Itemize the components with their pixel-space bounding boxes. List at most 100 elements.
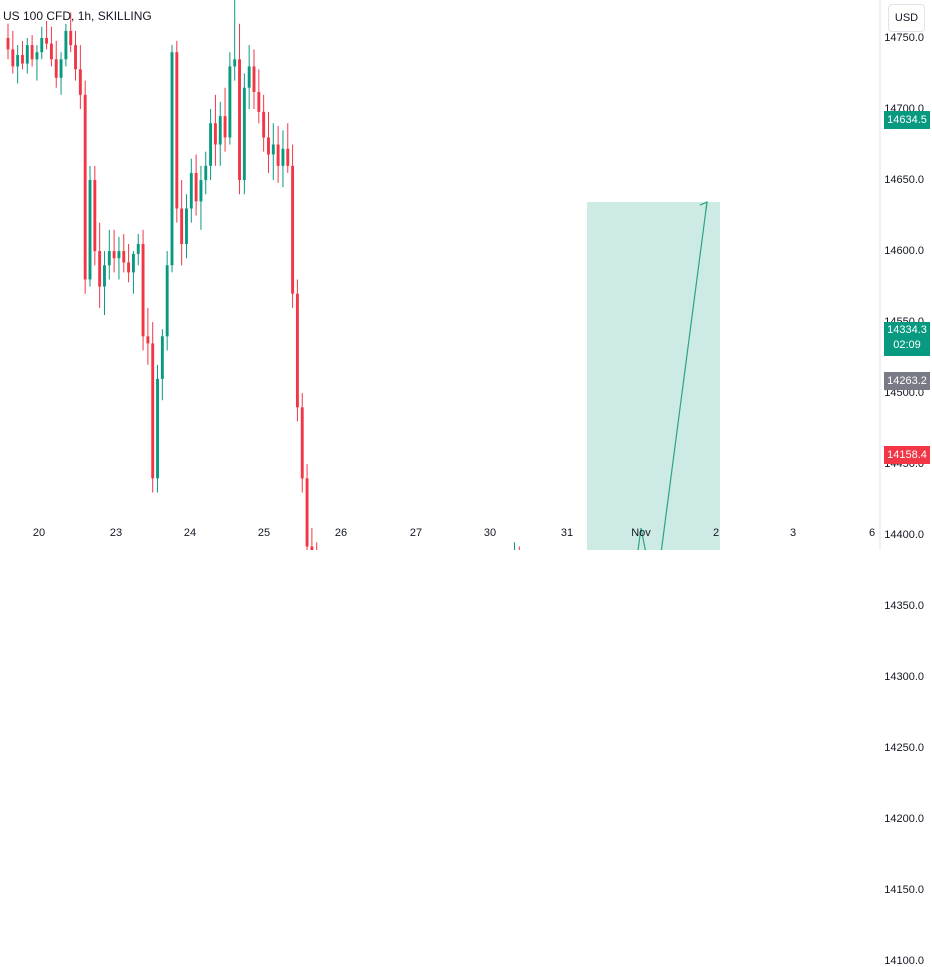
candle-body <box>189 172 193 209</box>
currency-button[interactable]: USD <box>888 4 925 32</box>
candle-body <box>30 45 34 60</box>
price-tick-label: 14350.0 <box>884 600 924 613</box>
candle-body <box>83 94 87 280</box>
price-tick-label: 14600.0 <box>884 245 924 258</box>
candle-body <box>223 116 227 138</box>
candle-body <box>54 59 58 78</box>
candle-body <box>160 336 164 379</box>
price-tick-label: 14300.0 <box>884 671 924 684</box>
price-tick-label: 14650.0 <box>884 174 924 187</box>
price-tick-label: 14400.0 <box>884 529 924 542</box>
entry-price-label: 14263.2 <box>887 375 927 387</box>
candle-body <box>117 251 121 259</box>
candle-body <box>295 293 299 408</box>
candle-body <box>165 265 169 337</box>
candle-body <box>74 45 77 70</box>
candle-body <box>35 52 39 60</box>
candle-body <box>267 137 270 155</box>
candle-body <box>233 59 237 67</box>
candle-body <box>238 59 241 181</box>
candle-body <box>213 123 217 145</box>
candle-body <box>45 38 49 44</box>
price-tick-label: 14250.0 <box>884 742 924 755</box>
candle-body <box>204 165 208 181</box>
candle-body <box>175 52 179 209</box>
candle-body <box>122 251 126 263</box>
candle-body <box>281 148 285 166</box>
candle-body <box>127 262 131 273</box>
candle-body <box>59 59 63 78</box>
time-tick-label: 6 <box>868 527 876 539</box>
time-tick-label: 25 <box>257 527 271 539</box>
time-tick-label: 23 <box>109 527 123 539</box>
candle-body <box>151 343 155 479</box>
candle-body <box>40 38 44 53</box>
candle-body <box>300 407 304 479</box>
time-tick-label: 30 <box>483 527 497 539</box>
candle-body <box>25 45 29 64</box>
stop-price-tag: 14158.4 <box>884 446 930 464</box>
time-tick-label: Nov <box>631 527 651 539</box>
candle-body <box>291 165 295 294</box>
time-tick-label: 2 <box>712 527 720 539</box>
projection-arrowhead <box>699 201 708 211</box>
candle-body <box>252 66 256 92</box>
candle-body <box>262 111 266 138</box>
candle-body <box>305 478 309 547</box>
candle-body <box>194 172 198 202</box>
time-tick-label: 31 <box>560 527 574 539</box>
price-tick-label: 14500.0 <box>884 387 924 400</box>
candle-body <box>170 52 174 266</box>
candles-group <box>6 0 520 550</box>
candle-body <box>310 546 314 550</box>
candle-body <box>180 208 184 244</box>
candle-body <box>199 180 203 202</box>
candle-body <box>286 148 290 166</box>
target-price-label: 14634.5 <box>887 114 927 126</box>
price-tick-label: 14750.0 <box>884 32 924 44</box>
candle-body <box>156 378 159 479</box>
time-tick-label: 27 <box>409 527 423 539</box>
candle-body <box>103 265 106 287</box>
candle-body <box>88 180 92 280</box>
price-tick-label: 14100.0 <box>884 955 924 967</box>
candle-body <box>218 116 222 145</box>
candle-body <box>271 144 275 155</box>
candle-body <box>247 66 251 88</box>
candle-body <box>98 251 102 287</box>
chart-title: US 100 CFD, 1h, SKILLING <box>3 9 152 23</box>
candle-body <box>141 243 145 337</box>
stop-price-label: 14158.4 <box>887 449 927 461</box>
candle-body <box>64 30 68 60</box>
time-tick-label: 20 <box>32 527 46 539</box>
candle-body <box>185 208 188 244</box>
candle-body <box>6 38 10 50</box>
current-price-tag: 14334.3 02:09 <box>884 322 930 356</box>
chart-plot <box>6 0 881 550</box>
candle-body <box>78 69 82 95</box>
candle-body <box>107 251 111 266</box>
time-tick-label: 3 <box>789 527 797 539</box>
candle-body <box>146 336 150 344</box>
price-tick-label: 14150.0 <box>884 884 924 897</box>
candle-body <box>276 144 280 166</box>
candle-body <box>16 55 20 67</box>
candle-body <box>93 180 97 252</box>
candle-body <box>112 251 116 259</box>
time-tick-label: 24 <box>183 527 197 539</box>
candle-body <box>49 43 53 60</box>
candle-body <box>21 55 24 64</box>
time-tick-label: 26 <box>334 527 348 539</box>
current-price-label: 14334.3 <box>887 324 927 336</box>
price-tick-label: 14200.0 <box>884 813 924 826</box>
target-price-tag: 14634.5 <box>884 111 930 129</box>
candle-body <box>228 66 232 138</box>
candle-body <box>242 87 246 181</box>
candle-body <box>257 91 261 112</box>
candle-body <box>136 243 140 254</box>
candle-body <box>11 49 15 67</box>
candle-body <box>131 253 135 273</box>
entry-price-tag: 14263.2 <box>884 372 930 390</box>
countdown-label: 02:09 <box>893 339 921 351</box>
candle-body <box>69 30 73 46</box>
